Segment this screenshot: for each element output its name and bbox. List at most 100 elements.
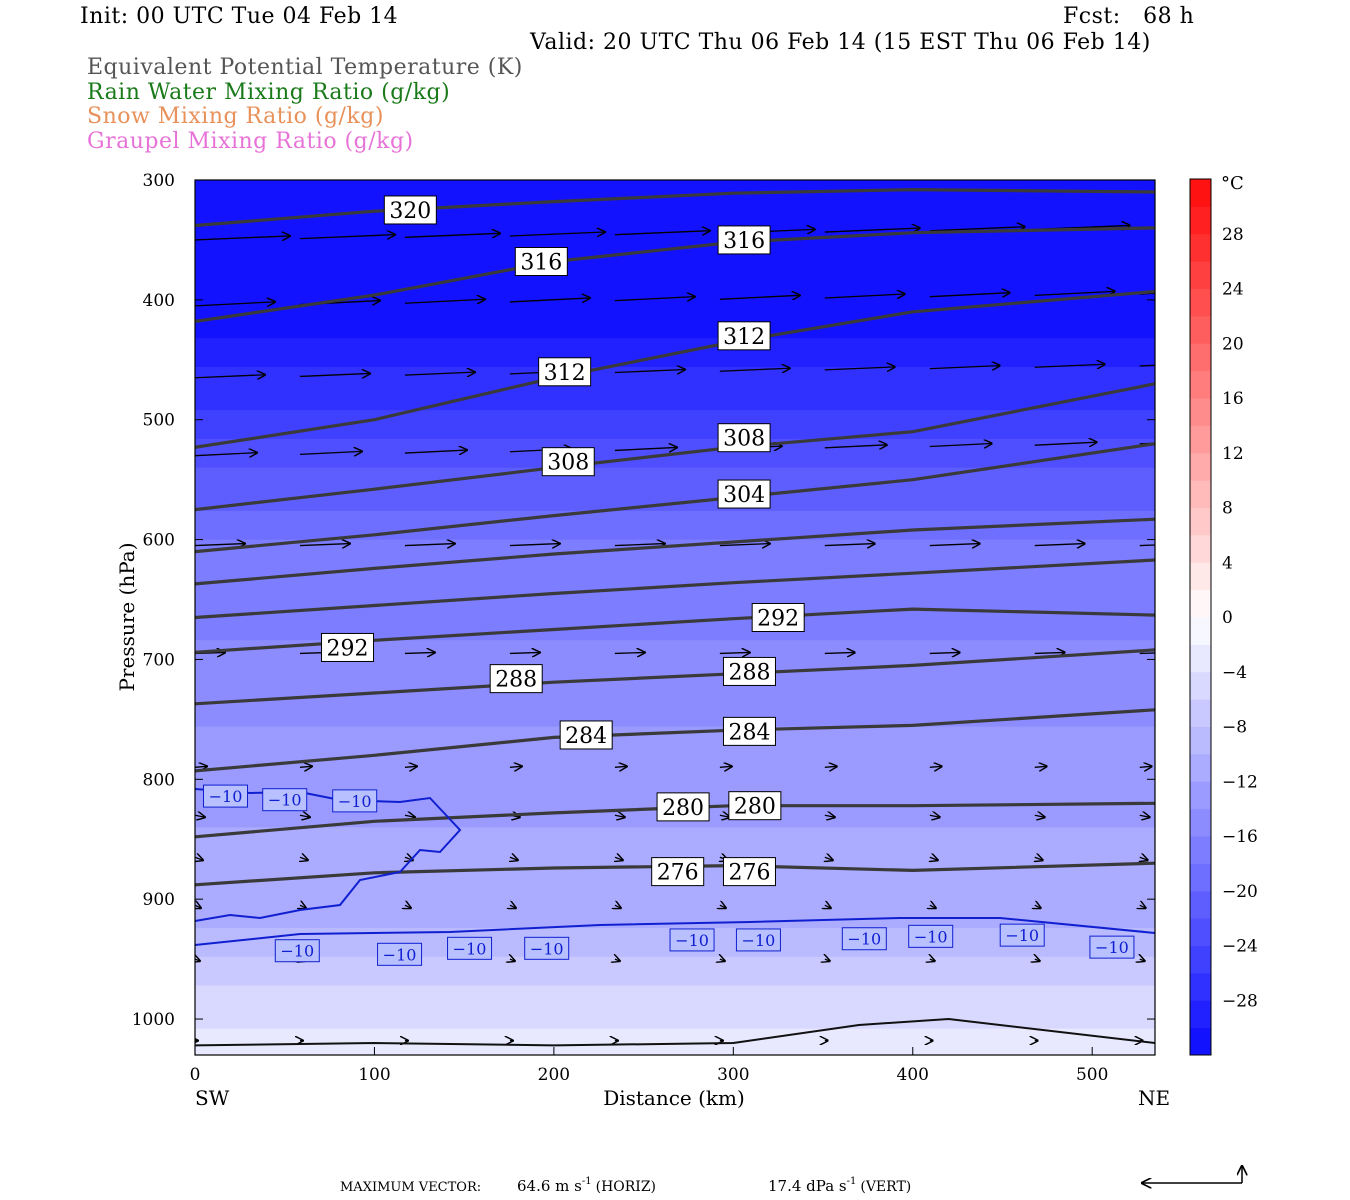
legend-entry: Equivalent Potential Temperature (K) bbox=[87, 55, 523, 80]
contour-label: 308 bbox=[717, 423, 771, 453]
temperature-band bbox=[195, 884, 1155, 901]
svg-text:−10: −10 bbox=[675, 931, 709, 950]
temperature-band bbox=[195, 999, 1155, 1016]
colorbar-segment bbox=[1190, 233, 1211, 262]
colorbar-segment bbox=[1190, 863, 1211, 892]
x-tick-label: 500 bbox=[1076, 1065, 1108, 1085]
isotherm-label: −10 bbox=[908, 924, 954, 948]
colorbar-segment bbox=[1190, 261, 1211, 289]
temperature-band bbox=[195, 410, 1155, 426]
reference-vector bbox=[1142, 1166, 1242, 1183]
svg-text:312: 312 bbox=[544, 361, 586, 386]
temperature-band bbox=[195, 582, 1155, 599]
isotherm-label: −10 bbox=[735, 928, 781, 952]
wind-vector bbox=[614, 231, 710, 235]
wind-vector bbox=[1139, 544, 1155, 547]
wind-vector bbox=[929, 293, 1010, 297]
wind-vector bbox=[719, 295, 800, 299]
wind-vector bbox=[404, 766, 417, 767]
wind-vector bbox=[614, 815, 625, 817]
wind-vector bbox=[509, 298, 590, 302]
contour-label: 284 bbox=[722, 716, 776, 746]
colorbar-tick-label: 4 bbox=[1222, 553, 1233, 573]
svg-text:304: 304 bbox=[723, 483, 765, 508]
wind-vector bbox=[930, 959, 935, 961]
isotherm-minus10-upper bbox=[195, 788, 462, 922]
colorbar-segment bbox=[1190, 398, 1211, 426]
wind-vector bbox=[510, 857, 518, 860]
valid-time: Valid: 20 UTC Thu 06 Feb 14 (15 EST Thu … bbox=[530, 30, 1151, 55]
svg-text:280: 280 bbox=[734, 795, 776, 820]
colorbar-tick-label: 24 bbox=[1222, 280, 1244, 300]
colorbar-segment bbox=[1190, 452, 1211, 481]
svg-text:312: 312 bbox=[723, 325, 765, 350]
y-tick-label: 600 bbox=[143, 531, 175, 551]
wind-vector bbox=[929, 443, 992, 446]
colorbar-segment bbox=[1190, 945, 1211, 974]
svg-text:276: 276 bbox=[657, 861, 699, 886]
wind-vector bbox=[509, 766, 522, 767]
wind-vector bbox=[825, 959, 830, 961]
colorbar-tick-label: −24 bbox=[1222, 937, 1258, 957]
temperature-band bbox=[195, 784, 1155, 800]
isotherm-label: −10 bbox=[262, 788, 308, 812]
y-tick-label: 1000 bbox=[132, 1010, 175, 1030]
wind-vector bbox=[1139, 292, 1155, 295]
svg-text:280: 280 bbox=[662, 796, 704, 821]
contour-theta-284 bbox=[195, 708, 1155, 773]
y-axis-title: Pressure (hPa) bbox=[115, 543, 139, 692]
temperature-band bbox=[195, 769, 1155, 786]
colorbar-segment bbox=[1190, 288, 1211, 317]
contour-label: 316 bbox=[514, 247, 568, 277]
wind-vector bbox=[1034, 364, 1105, 367]
axes: 0 100 200 300 400 500 300 400 500 600 700 800 900 100… bbox=[132, 171, 1155, 1085]
legend-entry: Graupel Mixing Ratio (g/kg) bbox=[87, 128, 414, 154]
temperature-band bbox=[195, 755, 1155, 771]
svg-text:−10: −10 bbox=[742, 931, 776, 950]
wind-vector bbox=[195, 302, 275, 306]
colorbar-segment bbox=[1190, 1000, 1211, 1029]
temperature-band bbox=[195, 510, 1155, 527]
svg-text:288: 288 bbox=[728, 660, 770, 685]
temperature-band bbox=[195, 467, 1155, 484]
wind-vector bbox=[614, 370, 685, 373]
wind-vector bbox=[195, 766, 207, 767]
y-tick-label: 800 bbox=[143, 770, 175, 790]
wind-vector bbox=[824, 544, 875, 546]
x-tick-label: 400 bbox=[897, 1065, 929, 1085]
colorbar-segment bbox=[1190, 179, 1211, 207]
colorbar-tick-label: −8 bbox=[1222, 718, 1247, 738]
isotherm-label: −10 bbox=[999, 923, 1045, 947]
isotherm-label: −10 bbox=[669, 928, 715, 952]
wind-vector bbox=[824, 228, 920, 232]
svg-text:−10: −10 bbox=[1005, 926, 1039, 945]
wind-vector bbox=[1139, 815, 1150, 817]
wind-vector bbox=[615, 857, 623, 860]
colorbar-unit: °C bbox=[1221, 173, 1244, 194]
colorbar-tick-label: 0 bbox=[1222, 608, 1233, 628]
wind-vector bbox=[824, 652, 855, 653]
init-time: Init: 00 UTC Tue 04 Feb 14 bbox=[80, 4, 399, 29]
svg-text:308: 308 bbox=[547, 451, 589, 476]
svg-text:−10: −10 bbox=[453, 939, 487, 958]
temperature-band bbox=[195, 237, 1155, 253]
svg-text:276: 276 bbox=[728, 861, 770, 886]
contour-label: 276 bbox=[722, 857, 776, 887]
isotherm-minus10-lower bbox=[195, 917, 1155, 946]
wind-vector bbox=[300, 905, 306, 908]
wind-vector bbox=[300, 857, 308, 860]
colorbar-segment bbox=[1190, 836, 1211, 864]
svg-text:292: 292 bbox=[757, 607, 799, 632]
wind-vector bbox=[615, 959, 620, 961]
contour-theta-280 bbox=[195, 801, 1155, 839]
svg-text:−10: −10 bbox=[338, 792, 372, 811]
wind-vector bbox=[510, 959, 515, 961]
colorbar-segment bbox=[1190, 562, 1211, 591]
colorbar-segment bbox=[1190, 781, 1211, 810]
colorbar-segment bbox=[1190, 343, 1211, 372]
colorbar-segment bbox=[1190, 507, 1211, 536]
colorbar-segment bbox=[1190, 480, 1211, 508]
colorbar-segment bbox=[1190, 726, 1211, 755]
colorbar-segment bbox=[1190, 699, 1211, 727]
